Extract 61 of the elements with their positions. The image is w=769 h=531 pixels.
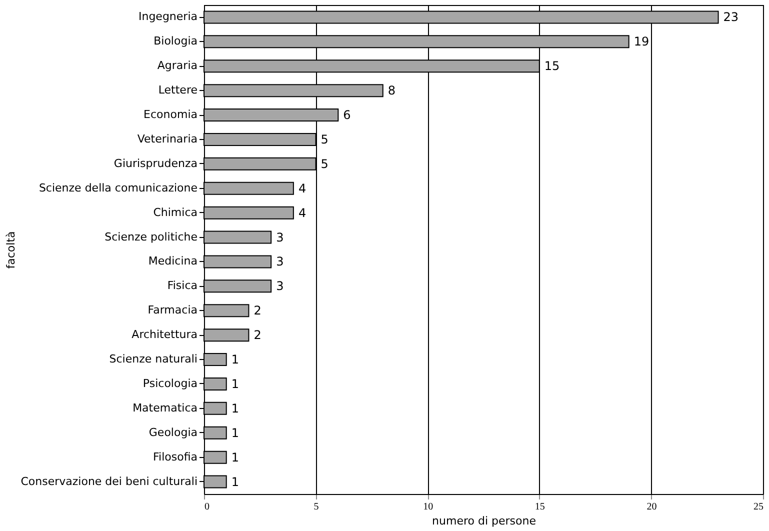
y-tick-label: Lettere: [158, 84, 198, 97]
data-label: 2: [254, 304, 262, 318]
data-label: 1: [231, 450, 239, 464]
data-label: 3: [276, 254, 284, 269]
data-label: 2: [254, 328, 262, 342]
data-label: 8: [388, 84, 396, 98]
bar: [204, 426, 227, 440]
data-label: 5: [320, 132, 328, 146]
y-tick-label: Psicologia: [142, 376, 198, 390]
bar: [204, 353, 227, 366]
y-tick-label: Economia: [144, 108, 198, 122]
bar: [204, 206, 294, 220]
data-label: 6: [343, 108, 351, 122]
x-tick-label: 20: [646, 502, 657, 512]
y-tick-label: Scienze naturali: [109, 352, 198, 366]
x-axis-title: numero di persone: [432, 514, 536, 528]
bar: [204, 475, 227, 488]
data-label: 1: [231, 426, 239, 440]
y-tick-label: Geologia: [148, 426, 198, 439]
data-label: 3: [276, 230, 284, 244]
y-tick-label: Veterinaria: [137, 132, 198, 146]
bar: [204, 255, 272, 268]
y-tick-label: Architettura: [132, 328, 198, 342]
y-tick-label: Chimica: [153, 206, 198, 219]
data-label: 1: [231, 352, 239, 367]
y-tick-label: Filosofia: [153, 450, 198, 464]
x-tick-label: 5: [314, 502, 319, 512]
data-label: 3: [276, 279, 284, 294]
x-tick-label: 0: [204, 502, 210, 512]
y-tick-label: Biologia: [154, 34, 198, 48]
y-tick-label: Fisica: [167, 279, 198, 292]
data-label: 4: [298, 181, 306, 196]
y-tick-label: Ingegneria: [138, 10, 198, 24]
data-label: 1: [231, 474, 239, 489]
data-label: 5: [320, 156, 328, 171]
y-tick-label: Farmacia: [148, 304, 198, 317]
data-label: 1: [231, 376, 239, 391]
data-label: 23: [723, 10, 739, 24]
y-tick-label: Scienze della comunicazione: [38, 181, 198, 194]
y-tick-label: Agraria: [157, 59, 198, 72]
x-tick-label: 15: [534, 502, 545, 512]
y-tick-label: Medicina: [148, 254, 198, 268]
bar: [204, 377, 227, 390]
data-label: 15: [544, 59, 560, 74]
x-tick-label: 10: [423, 502, 434, 512]
bar: [204, 230, 272, 244]
data-label: 19: [634, 34, 650, 49]
data-label: 4: [298, 206, 306, 220]
bar: [204, 182, 294, 195]
bar: [204, 328, 250, 342]
bar: [204, 450, 227, 464]
bar: [204, 280, 272, 293]
x-tick-label: 25: [754, 502, 764, 512]
y-tick-label: Giurisprudenza: [114, 156, 198, 170]
y-tick-label: Conservazione dei beni culturali: [20, 474, 198, 488]
y-tick-label: Matematica: [132, 401, 198, 414]
bar: [204, 402, 227, 415]
y-tick-label: Scienze politiche: [104, 230, 198, 244]
y-axis-title: facoltà: [4, 231, 18, 269]
data-label: 1: [231, 401, 239, 416]
bar: [204, 304, 250, 318]
